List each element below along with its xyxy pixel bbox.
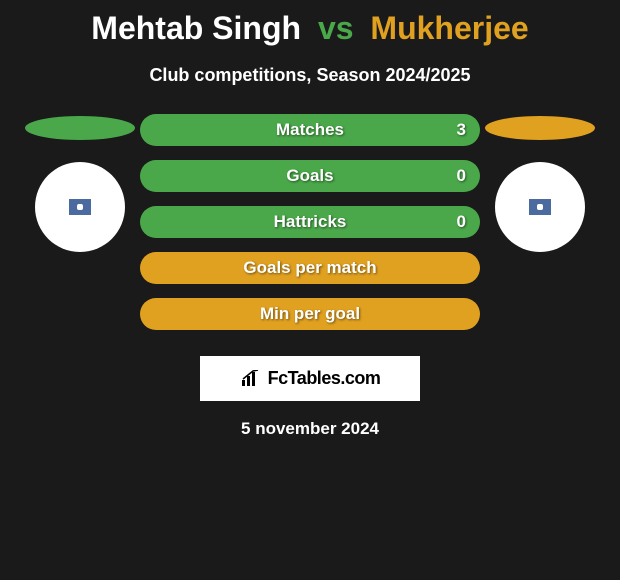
comparison-body: Matches 3 Goals 0 Hattricks 0 Goals per … bbox=[0, 114, 620, 330]
stat-row-matches: Matches 3 bbox=[140, 114, 480, 146]
vs-label: vs bbox=[318, 10, 354, 46]
stat-label: Min per goal bbox=[260, 304, 360, 324]
player1-side bbox=[20, 114, 140, 252]
stat-label: Hattricks bbox=[274, 212, 347, 232]
stat-right-value: 0 bbox=[457, 166, 466, 186]
stat-label: Goals per match bbox=[243, 258, 376, 278]
date-label: 5 november 2024 bbox=[241, 419, 379, 439]
stat-label: Matches bbox=[276, 120, 344, 140]
branding-text: FcTables.com bbox=[268, 368, 381, 389]
stat-right-value: 0 bbox=[457, 212, 466, 232]
player1-silhouette-shadow bbox=[25, 116, 135, 140]
subtitle: Club competitions, Season 2024/2025 bbox=[149, 65, 470, 86]
stat-row-goals-per-match: Goals per match bbox=[140, 252, 480, 284]
stat-row-goals: Goals 0 bbox=[140, 160, 480, 192]
player2-club-badge bbox=[495, 162, 585, 252]
stat-row-min-per-goal: Min per goal bbox=[140, 298, 480, 330]
club-placeholder-icon bbox=[529, 199, 551, 215]
player1-club-badge bbox=[35, 162, 125, 252]
player1-name: Mehtab Singh bbox=[91, 10, 301, 46]
player2-side bbox=[480, 114, 600, 252]
stat-row-hattricks: Hattricks 0 bbox=[140, 206, 480, 238]
stat-right-value: 3 bbox=[457, 120, 466, 140]
stat-label: Goals bbox=[286, 166, 333, 186]
player2-silhouette-shadow bbox=[485, 116, 595, 140]
player2-name: Mukherjee bbox=[370, 10, 528, 46]
page-title: Mehtab Singh vs Mukherjee bbox=[91, 10, 528, 47]
stats-table: Matches 3 Goals 0 Hattricks 0 Goals per … bbox=[140, 114, 480, 330]
branding-box: FcTables.com bbox=[200, 356, 420, 401]
comparison-card: Mehtab Singh vs Mukherjee Club competiti… bbox=[0, 0, 620, 439]
club-placeholder-icon bbox=[69, 199, 91, 215]
chart-icon bbox=[240, 370, 262, 388]
